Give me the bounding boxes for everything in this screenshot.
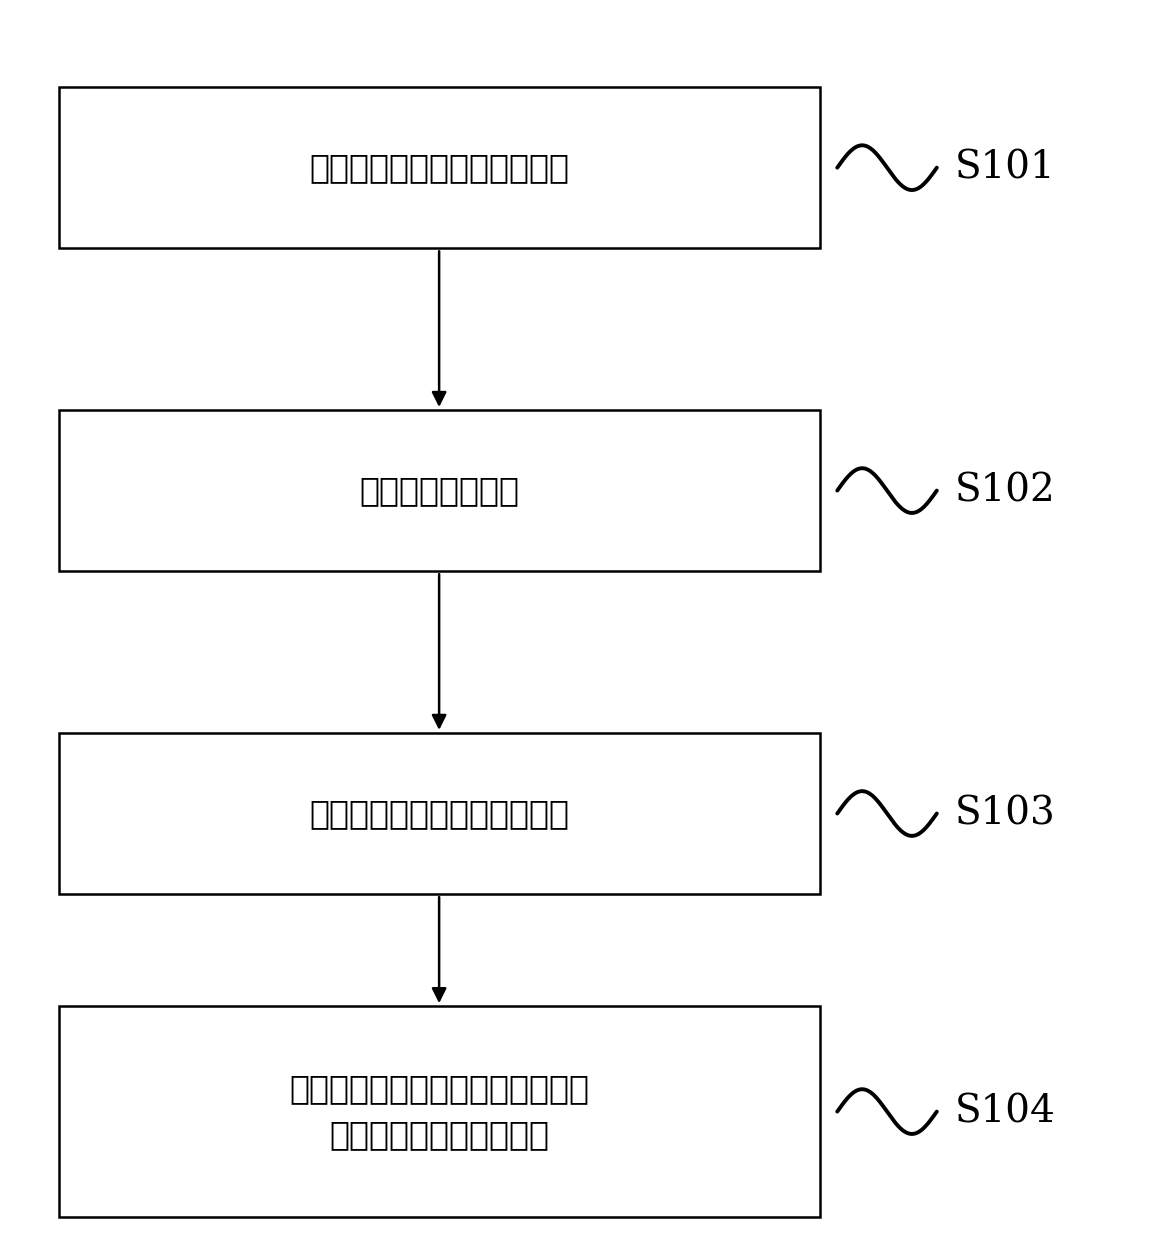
Bar xyxy=(59,410,820,571)
Text: 确定拟提取的肺叶: 确定拟提取的肺叶 xyxy=(359,474,519,507)
Bar xyxy=(59,87,820,248)
Text: S102: S102 xyxy=(954,472,1055,509)
Bar xyxy=(59,1006,820,1217)
Text: S104: S104 xyxy=(954,1093,1055,1130)
Bar xyxy=(59,733,820,894)
Text: 获取肺部图像的肺叶分割图像: 获取肺部图像的肺叶分割图像 xyxy=(309,152,569,184)
Text: S103: S103 xyxy=(954,795,1055,832)
Text: 对所述拟提取的肺叶进行标记: 对所述拟提取的肺叶进行标记 xyxy=(309,797,569,830)
Text: 根据标记后拟提取的肺叶和所述肺
部图像得到要提取的肺叶: 根据标记后拟提取的肺叶和所述肺 部图像得到要提取的肺叶 xyxy=(289,1072,589,1151)
Text: S101: S101 xyxy=(954,149,1055,186)
